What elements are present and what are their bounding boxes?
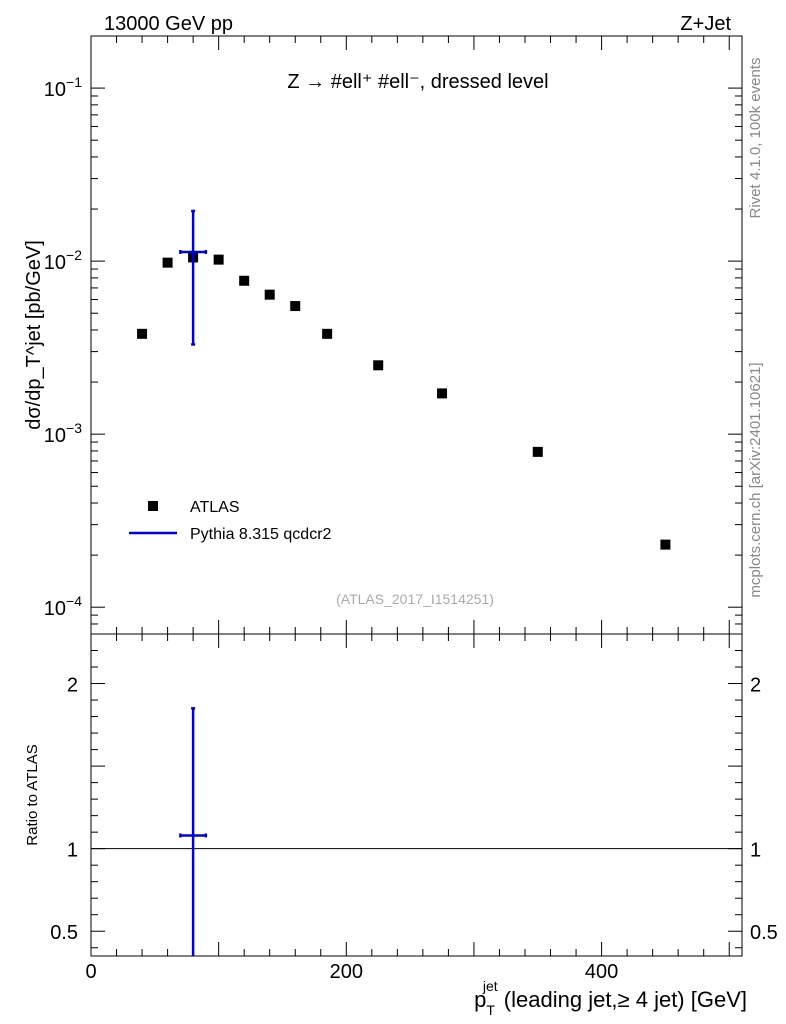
main-y-tick-base: 10	[44, 252, 66, 274]
main-y-tick-exp: −3	[66, 420, 82, 436]
atlas-data-point	[213, 254, 224, 265]
main-panel-frame	[90, 35, 743, 635]
atlas-series	[137, 252, 671, 550]
atlas-data-point	[437, 388, 448, 399]
atlas-data-point	[660, 539, 671, 550]
analysis-tag: (ATLAS_2017_I1514251)	[336, 591, 494, 607]
atlas-data-point	[264, 289, 275, 300]
main-y-tick-label: 10−3	[44, 420, 82, 447]
atlas-data-point	[162, 257, 173, 268]
ratio-y-tick-label: 1	[67, 840, 78, 862]
main-y-tick-labels: 10−110−210−310−4	[44, 74, 82, 620]
pythia-ratio-series	[179, 707, 208, 956]
x-tick-labels: 0 200 400	[85, 961, 618, 983]
x-label-p: p	[474, 987, 486, 1012]
main-y-label-text: dσ/dp_T^jet [pb/GeV]	[23, 240, 45, 430]
main-y-tick-label: 10−1	[44, 74, 82, 101]
main-y-tick-base: 10	[44, 79, 66, 101]
legend-atlas-marker	[148, 501, 158, 511]
mcplots-label: mcplots.cern.ch [arXiv:2401.10621]	[747, 362, 764, 597]
header-process: Z+Jet	[680, 13, 731, 35]
ratio-y-tick-label-right: 1	[750, 840, 761, 862]
ratio-y-tick-label-right: 2	[750, 675, 761, 697]
x-label-sup: jet	[482, 978, 498, 994]
ratio-y-tick-label: 0.5	[50, 922, 78, 944]
ratio-panel-frame	[90, 633, 743, 957]
legend-atlas-label: ATLAS	[190, 499, 240, 516]
ratio-y-tick-label: 2	[67, 675, 78, 697]
rivet-label: Rivet 4.1.0, 100k events	[747, 58, 764, 219]
atlas-data-point	[290, 301, 301, 312]
atlas-data-point	[137, 328, 148, 339]
legend-pythia-label: Pythia 8.315 qcdcr2	[190, 526, 332, 543]
main-y-tick-label: 10−2	[44, 247, 82, 274]
main-y-tick-exp: −1	[66, 74, 82, 90]
ratio-y-tick-label-right: 0.5	[750, 922, 778, 944]
header-energy: 13000 GeV pp	[104, 13, 233, 35]
x-tick-label: 0	[85, 961, 96, 983]
ratio-y-tick-labels: 2 2 1 1 0.5 0.5	[50, 675, 778, 945]
atlas-data-point	[322, 328, 333, 339]
main-ticks	[90, 35, 742, 635]
main-y-tick-label: 10−4	[44, 593, 82, 620]
atlas-data-point	[239, 275, 250, 286]
pythia-series	[179, 209, 208, 346]
atlas-data-point	[532, 446, 543, 457]
ratio-y-label: Ratio to ATLAS	[24, 744, 41, 845]
main-y-tick-base: 10	[44, 598, 66, 620]
atlas-data-point	[373, 360, 384, 371]
x-axis-label: pTjet (leading jet,≥ 4 jet) [GeV]	[474, 978, 747, 1018]
x-tick-label: 200	[330, 961, 363, 983]
x-tick-label: 400	[585, 961, 618, 983]
chart-title: Z → #ell⁺ #ell⁻, dressed level	[287, 71, 548, 93]
x-label-sub: T	[486, 1002, 495, 1018]
x-label-rest: (leading jet,≥ 4 jet) [GeV]	[498, 987, 747, 1012]
main-y-label: dσ/dp_T^jet [pb/GeV]	[23, 240, 45, 430]
main-y-tick-exp: −2	[66, 247, 82, 263]
ratio-ticks	[90, 633, 742, 956]
main-y-tick-exp: −4	[66, 593, 82, 609]
main-y-tick-base: 10	[44, 425, 66, 447]
